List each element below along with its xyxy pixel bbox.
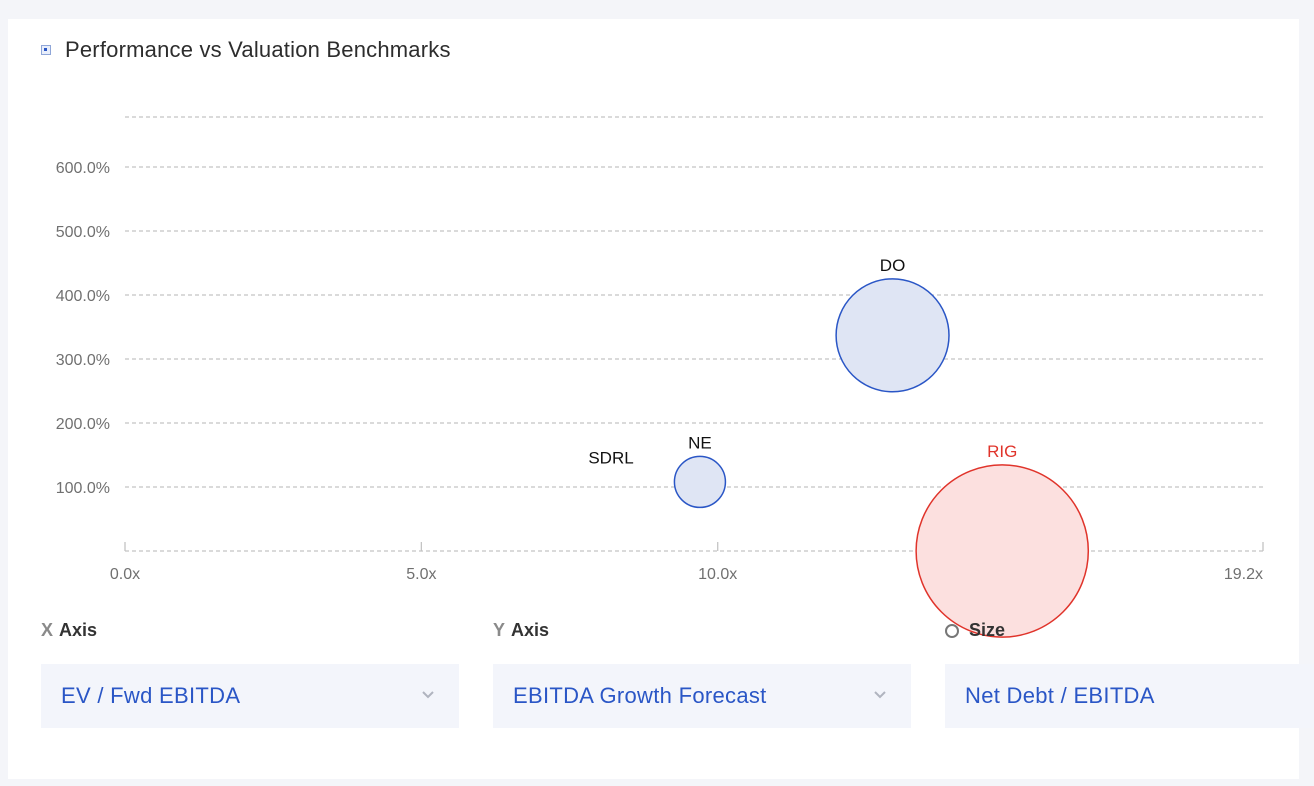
y-axis-prefix: Y [493,620,506,640]
chevron-down-icon [422,691,434,699]
x-tick-label: 5.0x [406,566,436,583]
x-axis-control-label: X Axis [41,620,97,641]
y-tick-label: 500.0% [56,224,110,241]
y-tick-label: 100.0% [56,480,110,497]
chart-title: Performance vs Valuation Benchmarks [65,37,451,62]
size-circle-icon [945,623,959,638]
bubble-label-rig: RIG [987,442,1017,461]
bubble-label-do: DO [880,256,906,275]
bubble-do [835,278,950,393]
bubble-rig [915,464,1090,638]
y-tick-label: 400.0% [56,288,110,305]
bubble-label-sdrl: SDRL [588,449,633,468]
y-tick-label: 300.0% [56,352,110,369]
y-axis-label: Axis [511,620,550,640]
size-label: Size [969,620,1006,640]
chart-header: Performance vs Valuation Benchmarks [41,37,451,63]
y-tick-label: 200.0% [56,416,110,433]
legend-square-icon [41,45,51,55]
bubble-ne [673,455,727,509]
y-axis-control-label: Y Axis [493,620,549,641]
chart-card: Performance vs Valuation Benchmarks [8,19,1299,779]
x-axis-prefix: X [41,620,54,640]
y-tick-label: 600.0% [56,160,110,177]
x-tick-label: 0.0x [110,566,140,583]
y-axis-select[interactable]: EBITDA Growth Forecast [493,664,911,728]
y-axis-select-value: EBITDA Growth Forecast [513,683,767,708]
x-axis-label: Axis [59,620,98,640]
x-tick-label: 19.2x [1224,566,1263,583]
chevron-down-icon [874,691,886,699]
x-axis-select-value: EV / Fwd EBITDA [61,683,241,708]
x-tick-label: 10.0x [698,566,737,583]
x-axis-select[interactable]: EV / Fwd EBITDA [41,664,459,728]
size-select-value: Net Debt / EBITDA [965,683,1155,708]
size-select[interactable]: Net Debt / EBITDA [945,664,1314,728]
size-control-label: Size [945,620,1005,641]
bubble-label-ne: NE [688,433,712,452]
